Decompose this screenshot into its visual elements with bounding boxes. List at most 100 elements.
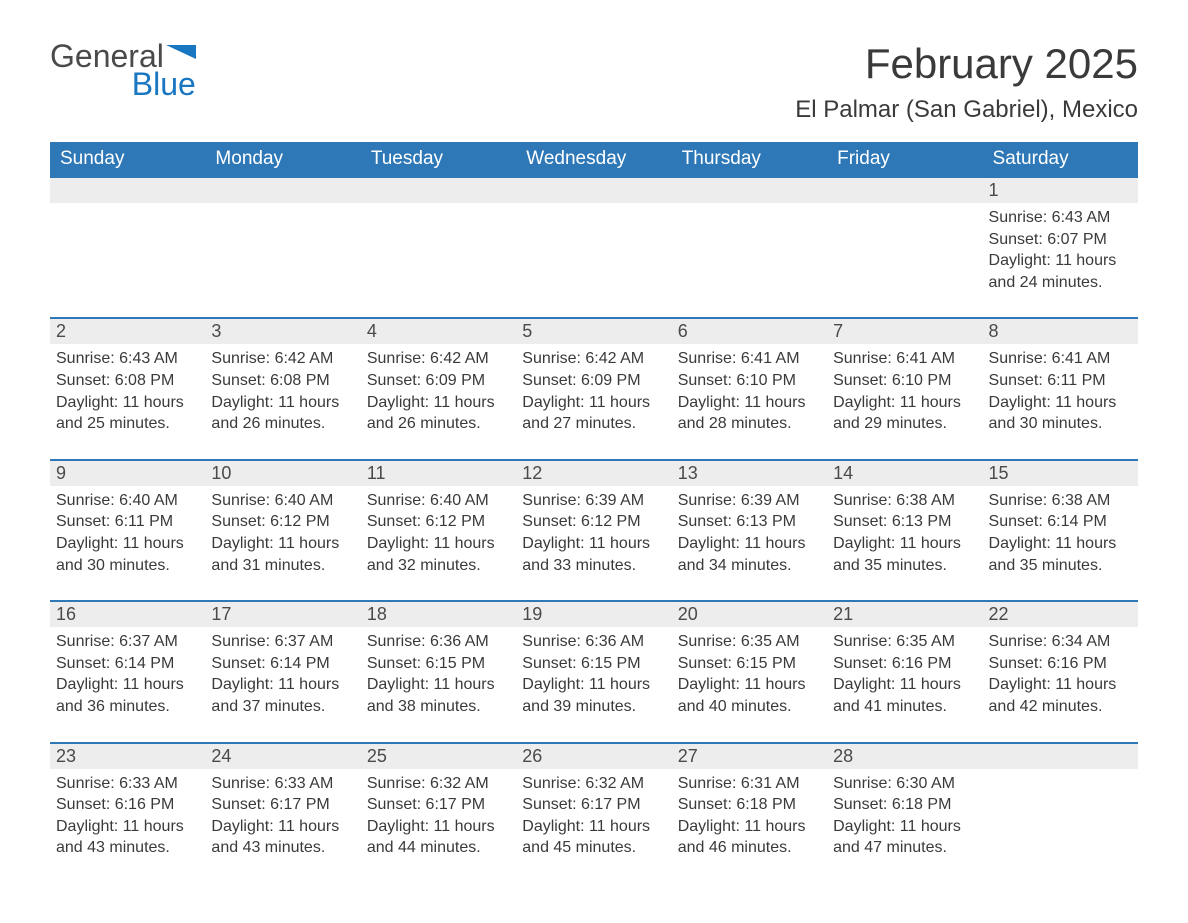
weekday-header: Friday [827, 142, 982, 177]
day-details-row: Sunrise: 6:40 AMSunset: 6:11 PMDaylight:… [50, 486, 1138, 601]
day-number-cell [672, 177, 827, 203]
day-details-cell: Sunrise: 6:37 AMSunset: 6:14 PMDaylight:… [205, 627, 360, 742]
sunset-text: Sunset: 6:17 PM [367, 794, 510, 816]
sunrise-text: Sunrise: 6:38 AM [989, 490, 1132, 512]
day-details-cell: Sunrise: 6:41 AMSunset: 6:10 PMDaylight:… [827, 344, 982, 459]
day-number-cell [516, 177, 671, 203]
day-details-cell: Sunrise: 6:31 AMSunset: 6:18 PMDaylight:… [672, 769, 827, 883]
daylight-text: Daylight: 11 hours and 29 minutes. [833, 392, 976, 435]
daylight-text: Daylight: 11 hours and 40 minutes. [678, 674, 821, 717]
sunset-text: Sunset: 6:15 PM [522, 653, 665, 675]
day-details-row: Sunrise: 6:43 AMSunset: 6:08 PMDaylight:… [50, 344, 1138, 459]
logo-text: General Blue [50, 40, 196, 100]
daylight-text: Daylight: 11 hours and 32 minutes. [367, 533, 510, 576]
day-details-cell [516, 203, 671, 318]
day-number-cell: 2 [50, 318, 205, 344]
sunset-text: Sunset: 6:09 PM [367, 370, 510, 392]
weekday-header: Wednesday [516, 142, 671, 177]
calendar-body: 1Sunrise: 6:43 AMSunset: 6:07 PMDaylight… [50, 177, 1138, 883]
day-details-cell [50, 203, 205, 318]
daylight-text: Daylight: 11 hours and 41 minutes. [833, 674, 976, 717]
sunrise-text: Sunrise: 6:43 AM [989, 207, 1132, 229]
day-number-cell: 23 [50, 743, 205, 769]
day-number-cell [205, 177, 360, 203]
title-block: February 2025 El Palmar (San Gabriel), M… [795, 40, 1138, 138]
sunrise-text: Sunrise: 6:34 AM [989, 631, 1132, 653]
month-title: February 2025 [795, 40, 1138, 88]
location-subtitle: El Palmar (San Gabriel), Mexico [795, 96, 1138, 124]
calendar-header-row: SundayMondayTuesdayWednesdayThursdayFrid… [50, 142, 1138, 177]
day-details-cell: Sunrise: 6:42 AMSunset: 6:08 PMDaylight:… [205, 344, 360, 459]
sunset-text: Sunset: 6:14 PM [211, 653, 354, 675]
daylight-text: Daylight: 11 hours and 45 minutes. [522, 816, 665, 859]
daylight-text: Daylight: 11 hours and 28 minutes. [678, 392, 821, 435]
sunrise-text: Sunrise: 6:40 AM [56, 490, 199, 512]
sunrise-text: Sunrise: 6:35 AM [678, 631, 821, 653]
day-number-row: 232425262728 [50, 743, 1138, 769]
logo: General Blue [50, 40, 196, 100]
day-number-cell: 1 [983, 177, 1138, 203]
sunset-text: Sunset: 6:16 PM [56, 794, 199, 816]
day-number-cell [827, 177, 982, 203]
day-number-cell [983, 743, 1138, 769]
sunrise-text: Sunrise: 6:40 AM [211, 490, 354, 512]
day-details-cell: Sunrise: 6:33 AMSunset: 6:16 PMDaylight:… [50, 769, 205, 883]
sunset-text: Sunset: 6:17 PM [211, 794, 354, 816]
day-details-cell: Sunrise: 6:30 AMSunset: 6:18 PMDaylight:… [827, 769, 982, 883]
sunrise-text: Sunrise: 6:39 AM [678, 490, 821, 512]
sunset-text: Sunset: 6:15 PM [367, 653, 510, 675]
day-details-cell: Sunrise: 6:39 AMSunset: 6:12 PMDaylight:… [516, 486, 671, 601]
sunrise-text: Sunrise: 6:42 AM [367, 348, 510, 370]
day-details-cell: Sunrise: 6:32 AMSunset: 6:17 PMDaylight:… [361, 769, 516, 883]
sunset-text: Sunset: 6:11 PM [989, 370, 1132, 392]
day-number-cell: 27 [672, 743, 827, 769]
sunrise-text: Sunrise: 6:36 AM [367, 631, 510, 653]
sunrise-text: Sunrise: 6:39 AM [522, 490, 665, 512]
sunrise-text: Sunrise: 6:33 AM [211, 773, 354, 795]
sunset-text: Sunset: 6:17 PM [522, 794, 665, 816]
day-number-cell: 28 [827, 743, 982, 769]
day-number-cell: 12 [516, 460, 671, 486]
sunset-text: Sunset: 6:12 PM [522, 511, 665, 533]
sunset-text: Sunset: 6:14 PM [989, 511, 1132, 533]
day-number-cell: 10 [205, 460, 360, 486]
day-details-cell [205, 203, 360, 318]
daylight-text: Daylight: 11 hours and 30 minutes. [56, 533, 199, 576]
day-number-cell: 26 [516, 743, 671, 769]
daylight-text: Daylight: 11 hours and 33 minutes. [522, 533, 665, 576]
sunrise-text: Sunrise: 6:41 AM [989, 348, 1132, 370]
day-number-cell: 6 [672, 318, 827, 344]
sunrise-text: Sunrise: 6:42 AM [522, 348, 665, 370]
day-number-cell: 25 [361, 743, 516, 769]
sunset-text: Sunset: 6:10 PM [833, 370, 976, 392]
sunrise-text: Sunrise: 6:32 AM [367, 773, 510, 795]
sunrise-text: Sunrise: 6:30 AM [833, 773, 976, 795]
day-number-cell: 18 [361, 601, 516, 627]
daylight-text: Daylight: 11 hours and 35 minutes. [833, 533, 976, 576]
sunset-text: Sunset: 6:08 PM [56, 370, 199, 392]
daylight-text: Daylight: 11 hours and 38 minutes. [367, 674, 510, 717]
day-details-cell: Sunrise: 6:37 AMSunset: 6:14 PMDaylight:… [50, 627, 205, 742]
day-details-cell: Sunrise: 6:35 AMSunset: 6:16 PMDaylight:… [827, 627, 982, 742]
day-number-cell: 8 [983, 318, 1138, 344]
day-details-cell: Sunrise: 6:38 AMSunset: 6:14 PMDaylight:… [983, 486, 1138, 601]
day-details-cell: Sunrise: 6:35 AMSunset: 6:15 PMDaylight:… [672, 627, 827, 742]
day-details-cell [827, 203, 982, 318]
day-number-cell: 20 [672, 601, 827, 627]
weekday-header: Monday [205, 142, 360, 177]
sunrise-text: Sunrise: 6:42 AM [211, 348, 354, 370]
sunset-text: Sunset: 6:16 PM [989, 653, 1132, 675]
daylight-text: Daylight: 11 hours and 26 minutes. [211, 392, 354, 435]
day-details-cell: Sunrise: 6:40 AMSunset: 6:12 PMDaylight:… [205, 486, 360, 601]
weekday-header: Thursday [672, 142, 827, 177]
day-number-row: 9101112131415 [50, 460, 1138, 486]
day-details-cell: Sunrise: 6:39 AMSunset: 6:13 PMDaylight:… [672, 486, 827, 601]
day-number-cell: 7 [827, 318, 982, 344]
day-number-cell: 22 [983, 601, 1138, 627]
day-number-cell [361, 177, 516, 203]
day-details-cell: Sunrise: 6:33 AMSunset: 6:17 PMDaylight:… [205, 769, 360, 883]
daylight-text: Daylight: 11 hours and 25 minutes. [56, 392, 199, 435]
sunset-text: Sunset: 6:16 PM [833, 653, 976, 675]
day-number-cell: 24 [205, 743, 360, 769]
daylight-text: Daylight: 11 hours and 24 minutes. [989, 250, 1132, 293]
